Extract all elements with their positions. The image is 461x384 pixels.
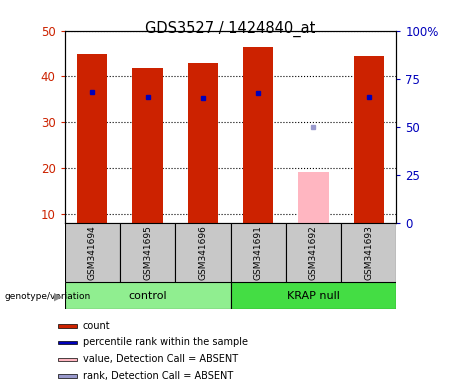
Bar bbox=[243, 47, 273, 223]
Text: control: control bbox=[128, 291, 167, 301]
Bar bbox=[132, 68, 163, 223]
Bar bbox=[65, 282, 230, 309]
Bar bbox=[58, 324, 77, 328]
Text: ▶: ▶ bbox=[54, 291, 62, 301]
Bar bbox=[65, 223, 120, 282]
Bar bbox=[175, 223, 230, 282]
Text: rank, Detection Call = ABSENT: rank, Detection Call = ABSENT bbox=[83, 371, 233, 381]
Bar bbox=[58, 374, 77, 377]
Text: count: count bbox=[83, 321, 110, 331]
Text: value, Detection Call = ABSENT: value, Detection Call = ABSENT bbox=[83, 354, 238, 364]
Text: GDS3527 / 1424840_at: GDS3527 / 1424840_at bbox=[145, 21, 316, 37]
Bar bbox=[77, 54, 107, 223]
Text: GSM341696: GSM341696 bbox=[198, 225, 207, 280]
Text: GSM341692: GSM341692 bbox=[309, 225, 318, 280]
Bar bbox=[341, 223, 396, 282]
Text: GSM341691: GSM341691 bbox=[254, 225, 263, 280]
Bar bbox=[230, 282, 396, 309]
Bar bbox=[188, 63, 218, 223]
Bar bbox=[58, 341, 77, 344]
Bar bbox=[286, 223, 341, 282]
Bar bbox=[120, 223, 175, 282]
Text: GSM341695: GSM341695 bbox=[143, 225, 152, 280]
Bar bbox=[298, 172, 329, 223]
Text: GSM341694: GSM341694 bbox=[88, 225, 97, 280]
Bar bbox=[58, 358, 77, 361]
Text: GSM341693: GSM341693 bbox=[364, 225, 373, 280]
Bar bbox=[230, 223, 286, 282]
Text: KRAP null: KRAP null bbox=[287, 291, 340, 301]
Text: percentile rank within the sample: percentile rank within the sample bbox=[83, 338, 248, 348]
Bar bbox=[354, 56, 384, 223]
Text: genotype/variation: genotype/variation bbox=[5, 292, 91, 301]
